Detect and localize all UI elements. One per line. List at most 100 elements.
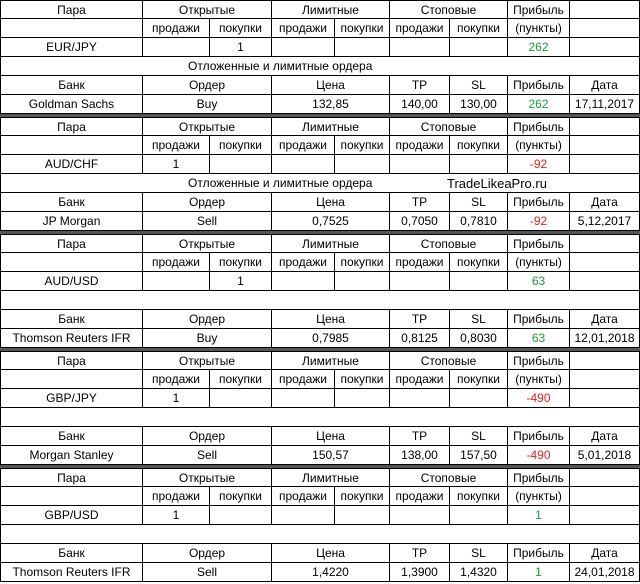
subheader-cell: продажи	[390, 136, 450, 155]
subheader-cell: покупки	[450, 19, 508, 38]
bank-header-cell: Цена	[272, 427, 390, 446]
subheader-cell: покупки	[210, 487, 272, 506]
caption-row	[0, 408, 640, 427]
bank-cell: 0,8030	[450, 329, 508, 348]
bank-header-cell: Ордер	[143, 76, 272, 95]
pair-value	[450, 506, 508, 525]
pair-name: GBP/JPY	[0, 389, 143, 408]
pair-value: 1	[143, 155, 210, 174]
bank-cell: 130,00	[450, 95, 508, 114]
bank-header-cell: Дата	[570, 544, 640, 563]
empty-cell	[570, 506, 640, 525]
empty-cell	[570, 370, 640, 389]
subheader-cell: продажи	[390, 253, 450, 272]
empty-cell	[570, 487, 640, 506]
bank-cell: Thomson Reuters IFR	[0, 563, 143, 582]
bank-cell: Morgan Stanley	[0, 446, 143, 465]
subheader-cell: покупки	[335, 370, 390, 389]
bank-header-cell: SL	[450, 193, 508, 212]
header-cell: Пара	[0, 351, 143, 370]
empty-cell	[570, 389, 640, 408]
subheader-cell: (пункты)	[508, 487, 570, 506]
bank-header-cell: Прибыль	[508, 310, 570, 329]
pair-value	[272, 272, 335, 291]
subheader-cell: продажи	[272, 253, 335, 272]
bank-cell: 0,7050	[390, 212, 450, 231]
subheader-cell: продажи	[272, 136, 335, 155]
subheader-cell: покупки	[210, 136, 272, 155]
subheader-cell: продажи	[143, 136, 210, 155]
bank-cell: 24,01,2018	[570, 563, 640, 582]
bank-header-cell: Ордер	[143, 427, 272, 446]
pair-value	[272, 155, 335, 174]
subheader-cell: покупки	[210, 19, 272, 38]
bank-cell: 1,4320	[450, 563, 508, 582]
subheader-cell: продажи	[390, 19, 450, 38]
header-cell: Стоповые	[390, 351, 508, 370]
header-cell: Открытые	[143, 468, 272, 487]
header-cell: Открытые	[143, 351, 272, 370]
subheader-cell: продажи	[143, 19, 210, 38]
header-cell: Лимитные	[272, 468, 390, 487]
caption-row	[0, 291, 640, 310]
subheader-cell: покупки	[450, 253, 508, 272]
pair-value: 1	[143, 389, 210, 408]
empty-cell	[570, 117, 640, 136]
block-separator	[0, 114, 640, 117]
pair-value	[390, 389, 450, 408]
pair-value: 1	[210, 38, 272, 57]
pair-value: -490	[508, 389, 570, 408]
subheader-cell: продажи	[272, 487, 335, 506]
subheader-cell: продажи	[143, 253, 210, 272]
pair-value: 1	[143, 506, 210, 525]
pair-value	[272, 389, 335, 408]
bank-cell: -490	[508, 446, 570, 465]
subheader-cell: продажи	[272, 19, 335, 38]
pair-value	[210, 155, 272, 174]
bank-header-cell: TP	[390, 76, 450, 95]
bank-header-cell: TP	[390, 193, 450, 212]
header-cell: Стоповые	[390, 117, 508, 136]
bank-cell: 150,57	[272, 446, 390, 465]
subheader-cell: (пункты)	[508, 136, 570, 155]
pair-value	[210, 506, 272, 525]
bank-cell: Buy	[143, 95, 272, 114]
subheader-cell: продажи	[143, 487, 210, 506]
bank-header-cell: Банк	[0, 427, 143, 446]
header-cell: Стоповые	[390, 234, 508, 253]
bank-header-cell: Ордер	[143, 193, 272, 212]
empty-cell	[570, 0, 640, 19]
header-cell: Пара	[0, 468, 143, 487]
pair-value: -92	[508, 155, 570, 174]
empty-cell	[570, 155, 640, 174]
pair-name: EUR/JPY	[0, 38, 143, 57]
pair-value	[335, 389, 390, 408]
subheader-cell: продажи	[390, 370, 450, 389]
empty-cell	[570, 38, 640, 57]
bank-cell: JP Morgan	[0, 212, 143, 231]
subheader-cell: покупки	[210, 370, 272, 389]
subheader-cell: покупки	[335, 487, 390, 506]
subheader-cell: продажи	[272, 370, 335, 389]
pair-value	[335, 506, 390, 525]
empty-cell	[570, 253, 640, 272]
empty-cell	[0, 253, 143, 272]
subheader-cell: (пункты)	[508, 253, 570, 272]
header-cell: Прибыль	[508, 234, 570, 253]
bank-header-cell: Ордер	[143, 544, 272, 563]
subheader-cell: (пункты)	[508, 370, 570, 389]
header-cell: Стоповые	[390, 0, 508, 19]
bank-cell: Sell	[143, 212, 272, 231]
bank-header-cell: Цена	[272, 193, 390, 212]
watermark: TradeLikeaPro.ru	[447, 176, 547, 191]
bank-cell: 1	[508, 563, 570, 582]
caption: Отложенные и лимитные ордера	[188, 59, 373, 73]
header-cell: Прибыль	[508, 351, 570, 370]
subheader-cell: покупки	[335, 136, 390, 155]
header-cell: Открытые	[143, 0, 272, 19]
pair-value	[450, 155, 508, 174]
bank-cell: Sell	[143, 446, 272, 465]
bank-header-cell: SL	[450, 427, 508, 446]
bank-header-cell: Ордер	[143, 310, 272, 329]
